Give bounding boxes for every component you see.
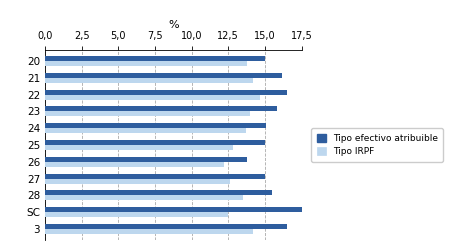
Bar [45,61,247,66]
Bar [45,128,246,133]
Bar [45,190,272,196]
Legend: Tipo efectivo atribuible, Tipo IRPF: Tipo efectivo atribuible, Tipo IRPF [311,128,443,162]
Bar [45,123,266,128]
Bar [45,106,277,111]
Bar [45,73,283,78]
Bar [45,145,233,150]
Bar [45,140,265,145]
Bar [45,212,228,217]
Bar [45,196,243,200]
Bar [45,157,247,162]
Bar [45,78,253,83]
Bar [45,179,230,184]
Bar [45,111,250,116]
Bar [45,229,253,234]
Bar [45,162,224,167]
Title: Tributación de actividades económicas: Tributación de actividades económicas [37,0,309,1]
Bar [45,90,287,94]
Bar [45,207,302,212]
Bar [45,94,261,100]
Bar [45,174,265,179]
Bar [45,56,265,61]
X-axis label: %: % [168,20,179,30]
Bar [45,224,287,229]
